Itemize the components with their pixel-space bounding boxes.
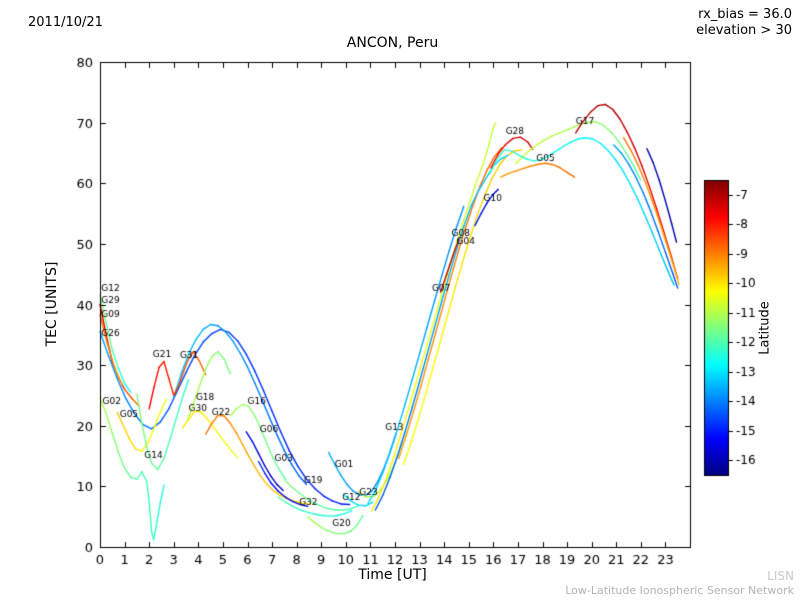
colorbar-label: Latitude bbox=[757, 301, 773, 355]
watermark-brand: LISN bbox=[767, 569, 794, 583]
date-label: 2011/10/21 bbox=[28, 15, 103, 30]
rx-bias-label: rx_bias = 36.0 bbox=[698, 7, 792, 22]
x-axis-label: Time [UT] bbox=[358, 567, 427, 583]
watermark-network: Low-Latitude Ionospheric Sensor Network bbox=[565, 584, 794, 597]
elevation-label: elevation > 30 bbox=[696, 23, 792, 38]
y-axis-label: TEC [UNITS] bbox=[44, 261, 60, 347]
chart-title: ANCON, Peru bbox=[346, 35, 439, 51]
